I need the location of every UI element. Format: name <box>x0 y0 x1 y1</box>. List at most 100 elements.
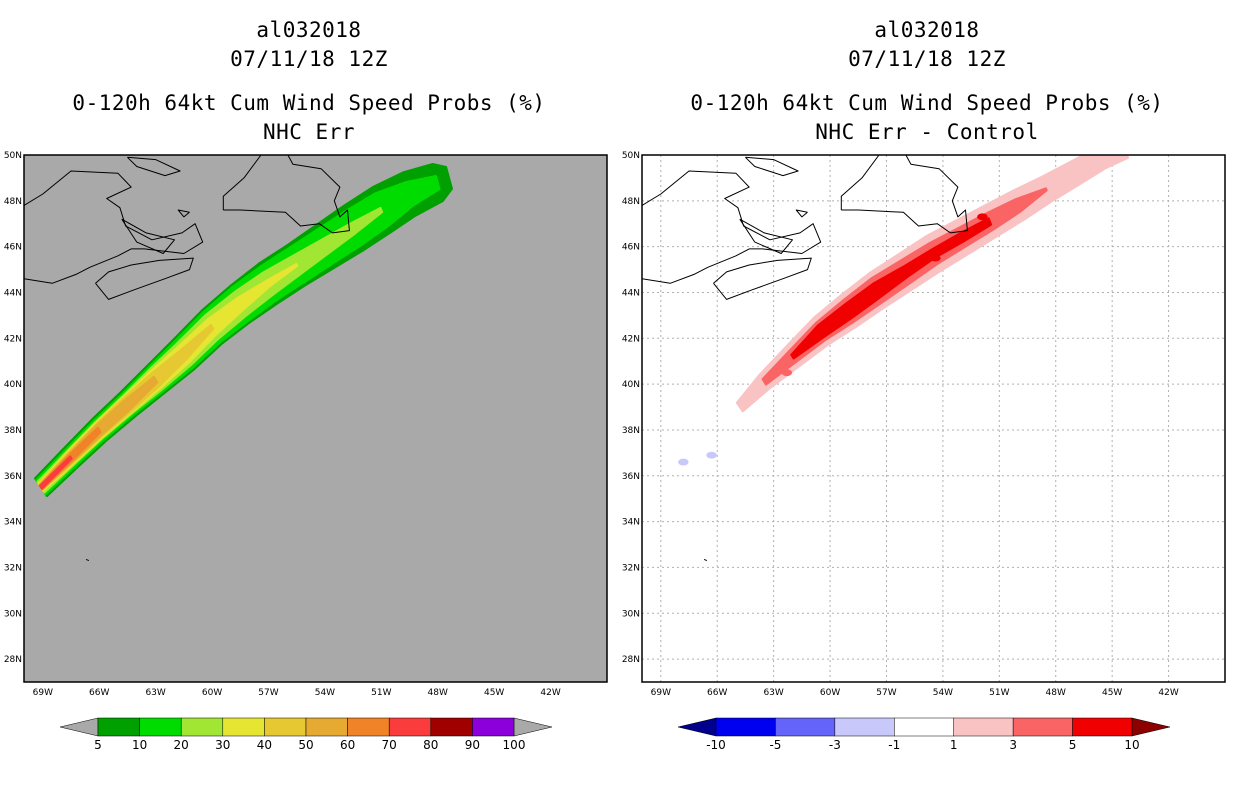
x-tick-label: 69W <box>651 688 671 698</box>
y-tick-label: 32N <box>622 563 640 573</box>
coastline <box>739 218 793 254</box>
x-tick-label: 42W <box>540 688 560 698</box>
colorbar-label: -3 <box>829 738 841 752</box>
colorbar-label: 50 <box>298 738 313 752</box>
colorbar-over-arrow <box>513 717 553 737</box>
contour-blob <box>706 451 717 459</box>
colorbar-swatch <box>264 717 307 737</box>
y-tick-label: 42N <box>4 334 22 344</box>
y-tick-label: 50N <box>622 151 640 161</box>
y-tick-label: 44N <box>622 288 640 298</box>
colorbar-swatch <box>775 717 836 737</box>
probability-map: 69W 66W 63W 60W 57W 54W 51W 48W 45W 42W 28N 30N 32N 3… <box>4 151 608 752</box>
y-tick-label: 40N <box>622 380 640 390</box>
colorbar-swatch <box>953 717 1014 737</box>
chart-subtitle: NHC Err - Control <box>815 120 1039 144</box>
colorbar-swatch <box>222 717 265 737</box>
y-tick-label: 36N <box>4 472 22 482</box>
colorbar-swatch <box>180 717 224 737</box>
contour-blob <box>930 254 941 262</box>
y-tick-label: 48N <box>4 197 22 207</box>
plot-area <box>24 155 453 562</box>
colorbar-swatch <box>430 717 473 737</box>
x-tick-label: 54W <box>933 688 953 698</box>
coastline <box>121 218 175 254</box>
colorbar-swatch <box>305 717 348 737</box>
y-tick-label: 38N <box>622 426 640 436</box>
storm-id-label: al032018 <box>256 18 362 42</box>
colorbar-label: -5 <box>769 738 781 752</box>
colorbar-label: 20 <box>174 738 189 752</box>
contour-band-70 <box>39 455 73 490</box>
left-chart-panel: al032018 07/11/18 12Z 0-120h 64kt Cum Wi… <box>4 18 608 752</box>
y-tick-label: 32N <box>4 563 22 573</box>
datetime-label: 07/11/18 12Z <box>230 47 388 71</box>
colorbar-label: 40 <box>257 738 272 752</box>
colorbar-swatch <box>1072 717 1133 737</box>
y-tick-label: 42N <box>622 334 640 344</box>
contour-band-10 <box>35 175 441 496</box>
y-tick-label: 34N <box>4 518 22 528</box>
difference-map: 69W 66W 63W 60W 57W 54W 51W 48W 45W 42W 28N 30N 32N 3… <box>622 151 1226 752</box>
x-tick-label: 48W <box>428 688 448 698</box>
chart-title: 0-120h 64kt Cum Wind Speed Probs (%) <box>72 91 546 115</box>
y-tick-label: 30N <box>622 609 640 619</box>
island-mark <box>703 558 708 562</box>
colorbar-swatch <box>715 717 776 737</box>
colorbar-label: 5 <box>1069 738 1077 752</box>
colorbar-swatch <box>1012 717 1073 737</box>
plot-frame <box>641 154 1226 683</box>
colorbar-label: 60 <box>340 738 355 752</box>
right-chart-panel: al032018 07/11/18 12Z 0-120h 64kt Cum Wi… <box>618 0 1236 800</box>
colorbar-label: -10 <box>706 738 726 752</box>
coastline <box>177 209 190 218</box>
colorbar-swatch <box>139 717 182 737</box>
colorbar-label: 10 <box>132 738 147 752</box>
y-tick-label: 48N <box>622 197 640 207</box>
x-tick-label: 63W <box>763 688 783 698</box>
coastline <box>127 156 181 177</box>
y-tick-label: 38N <box>4 426 22 436</box>
x-tick-label: 60W <box>202 688 222 698</box>
contour-blob <box>781 369 793 377</box>
colorbar-swatch <box>347 717 390 737</box>
y-tick-label: 44N <box>4 288 22 298</box>
y-tick-label: 50N <box>4 151 22 161</box>
x-tick-label: 45W <box>1102 688 1122 698</box>
y-tick-label: 36N <box>622 472 640 482</box>
colorbar-over-arrow <box>1131 717 1171 737</box>
coastline <box>795 209 808 218</box>
colorbar-label: -1 <box>888 738 900 752</box>
y-tick-label: 34N <box>622 518 640 528</box>
y-tick-label: 28N <box>4 655 22 665</box>
coastline <box>95 257 194 300</box>
colorbar-under-arrow <box>59 717 99 737</box>
colorbar-label: 1 <box>950 738 958 752</box>
contour-blob <box>678 458 689 466</box>
y-tick-label: 28N <box>622 655 640 665</box>
colorbar-label: 70 <box>382 738 397 752</box>
contour-band-3 <box>761 187 1048 386</box>
contour-blob <box>977 213 988 221</box>
x-tick-label: 48W <box>1046 688 1066 698</box>
x-tick-label: 60W <box>820 688 840 698</box>
y-tick-label: 30N <box>4 609 22 619</box>
colorbar-label: 100 <box>503 738 526 752</box>
x-tick-label: 51W <box>371 688 391 698</box>
colorbar-label: 3 <box>1009 738 1017 752</box>
colorbar-label: 30 <box>215 738 230 752</box>
contour-band-5 <box>790 217 993 360</box>
x-tick-label: 66W <box>707 688 727 698</box>
colorbar-swatch <box>894 717 954 737</box>
x-tick-label: 51W <box>989 688 1009 698</box>
x-tick-label: 63W <box>145 688 165 698</box>
colorbar-under-arrow <box>677 717 717 737</box>
colorbar-label: 5 <box>94 738 102 752</box>
coastline <box>222 155 350 234</box>
colorbar-swatch <box>97 717 140 737</box>
coastline <box>745 156 799 177</box>
coastline <box>713 257 812 300</box>
plot-area <box>642 155 1225 682</box>
x-tick-label: 54W <box>315 688 335 698</box>
x-tick-label: 42W <box>1158 688 1178 698</box>
